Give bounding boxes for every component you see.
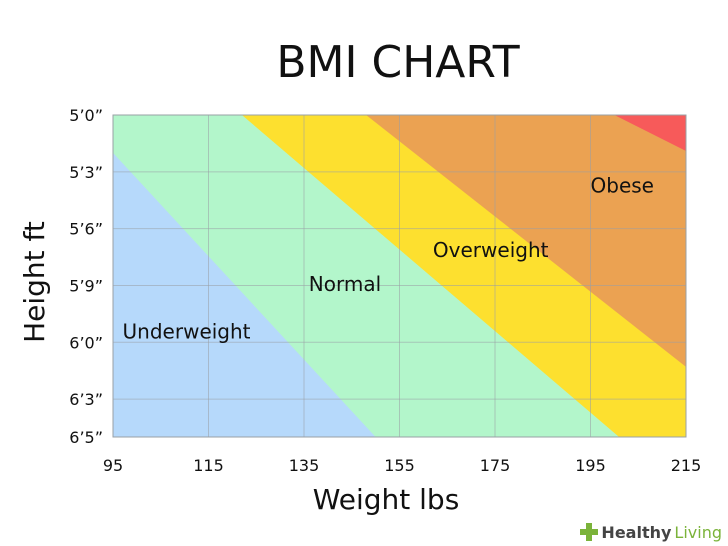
region-obese xyxy=(366,115,686,367)
x-tick-label: 215 xyxy=(671,456,702,475)
x-tick-label: 175 xyxy=(480,456,511,475)
x-tick-label: 115 xyxy=(193,456,224,475)
region-labels: Underweight Normal Overweight Obese xyxy=(123,174,654,344)
y-tick-label: 5’9” xyxy=(69,276,103,295)
y-tick-label: 6’0” xyxy=(69,333,103,352)
y-tick-label: 5’0” xyxy=(69,106,103,125)
y-tick-label: 6’5” xyxy=(69,428,103,447)
watermark-brand-b: Living xyxy=(674,522,722,542)
healthy-living-watermark: Healthy Living xyxy=(576,520,726,544)
x-tick-label: 135 xyxy=(289,456,320,475)
chart-grid xyxy=(113,115,686,437)
region-label-overweight: Overweight xyxy=(433,238,549,262)
region-label-underweight: Underweight xyxy=(123,320,251,344)
x-tick-label: 195 xyxy=(575,456,606,475)
watermark-brand-a: Healthy xyxy=(601,522,672,542)
chart-title: BMI CHART xyxy=(276,37,519,88)
y-tick-label: 6’3” xyxy=(69,390,103,409)
y-tick-label: 5’6” xyxy=(69,220,103,239)
y-tick-label: 5’3” xyxy=(69,163,103,182)
x-tick-label: 155 xyxy=(384,456,415,475)
plot-frame xyxy=(112,114,687,438)
region-zone-4 xyxy=(614,115,686,151)
y-ticks: 5’0” 5’3” 5’6” 5’9” 6’0” 6’3” 6’5” xyxy=(69,106,103,447)
y-axis-label: Height ft xyxy=(18,221,51,343)
region-label-obese: Obese xyxy=(591,174,654,198)
plus-cross-icon xyxy=(580,523,599,541)
x-ticks: 95 115 135 155 175 195 215 xyxy=(103,456,701,475)
region-label-normal: Normal xyxy=(309,272,381,296)
x-axis-label: Weight lbs xyxy=(313,483,460,516)
x-tick-label: 95 xyxy=(103,456,123,475)
